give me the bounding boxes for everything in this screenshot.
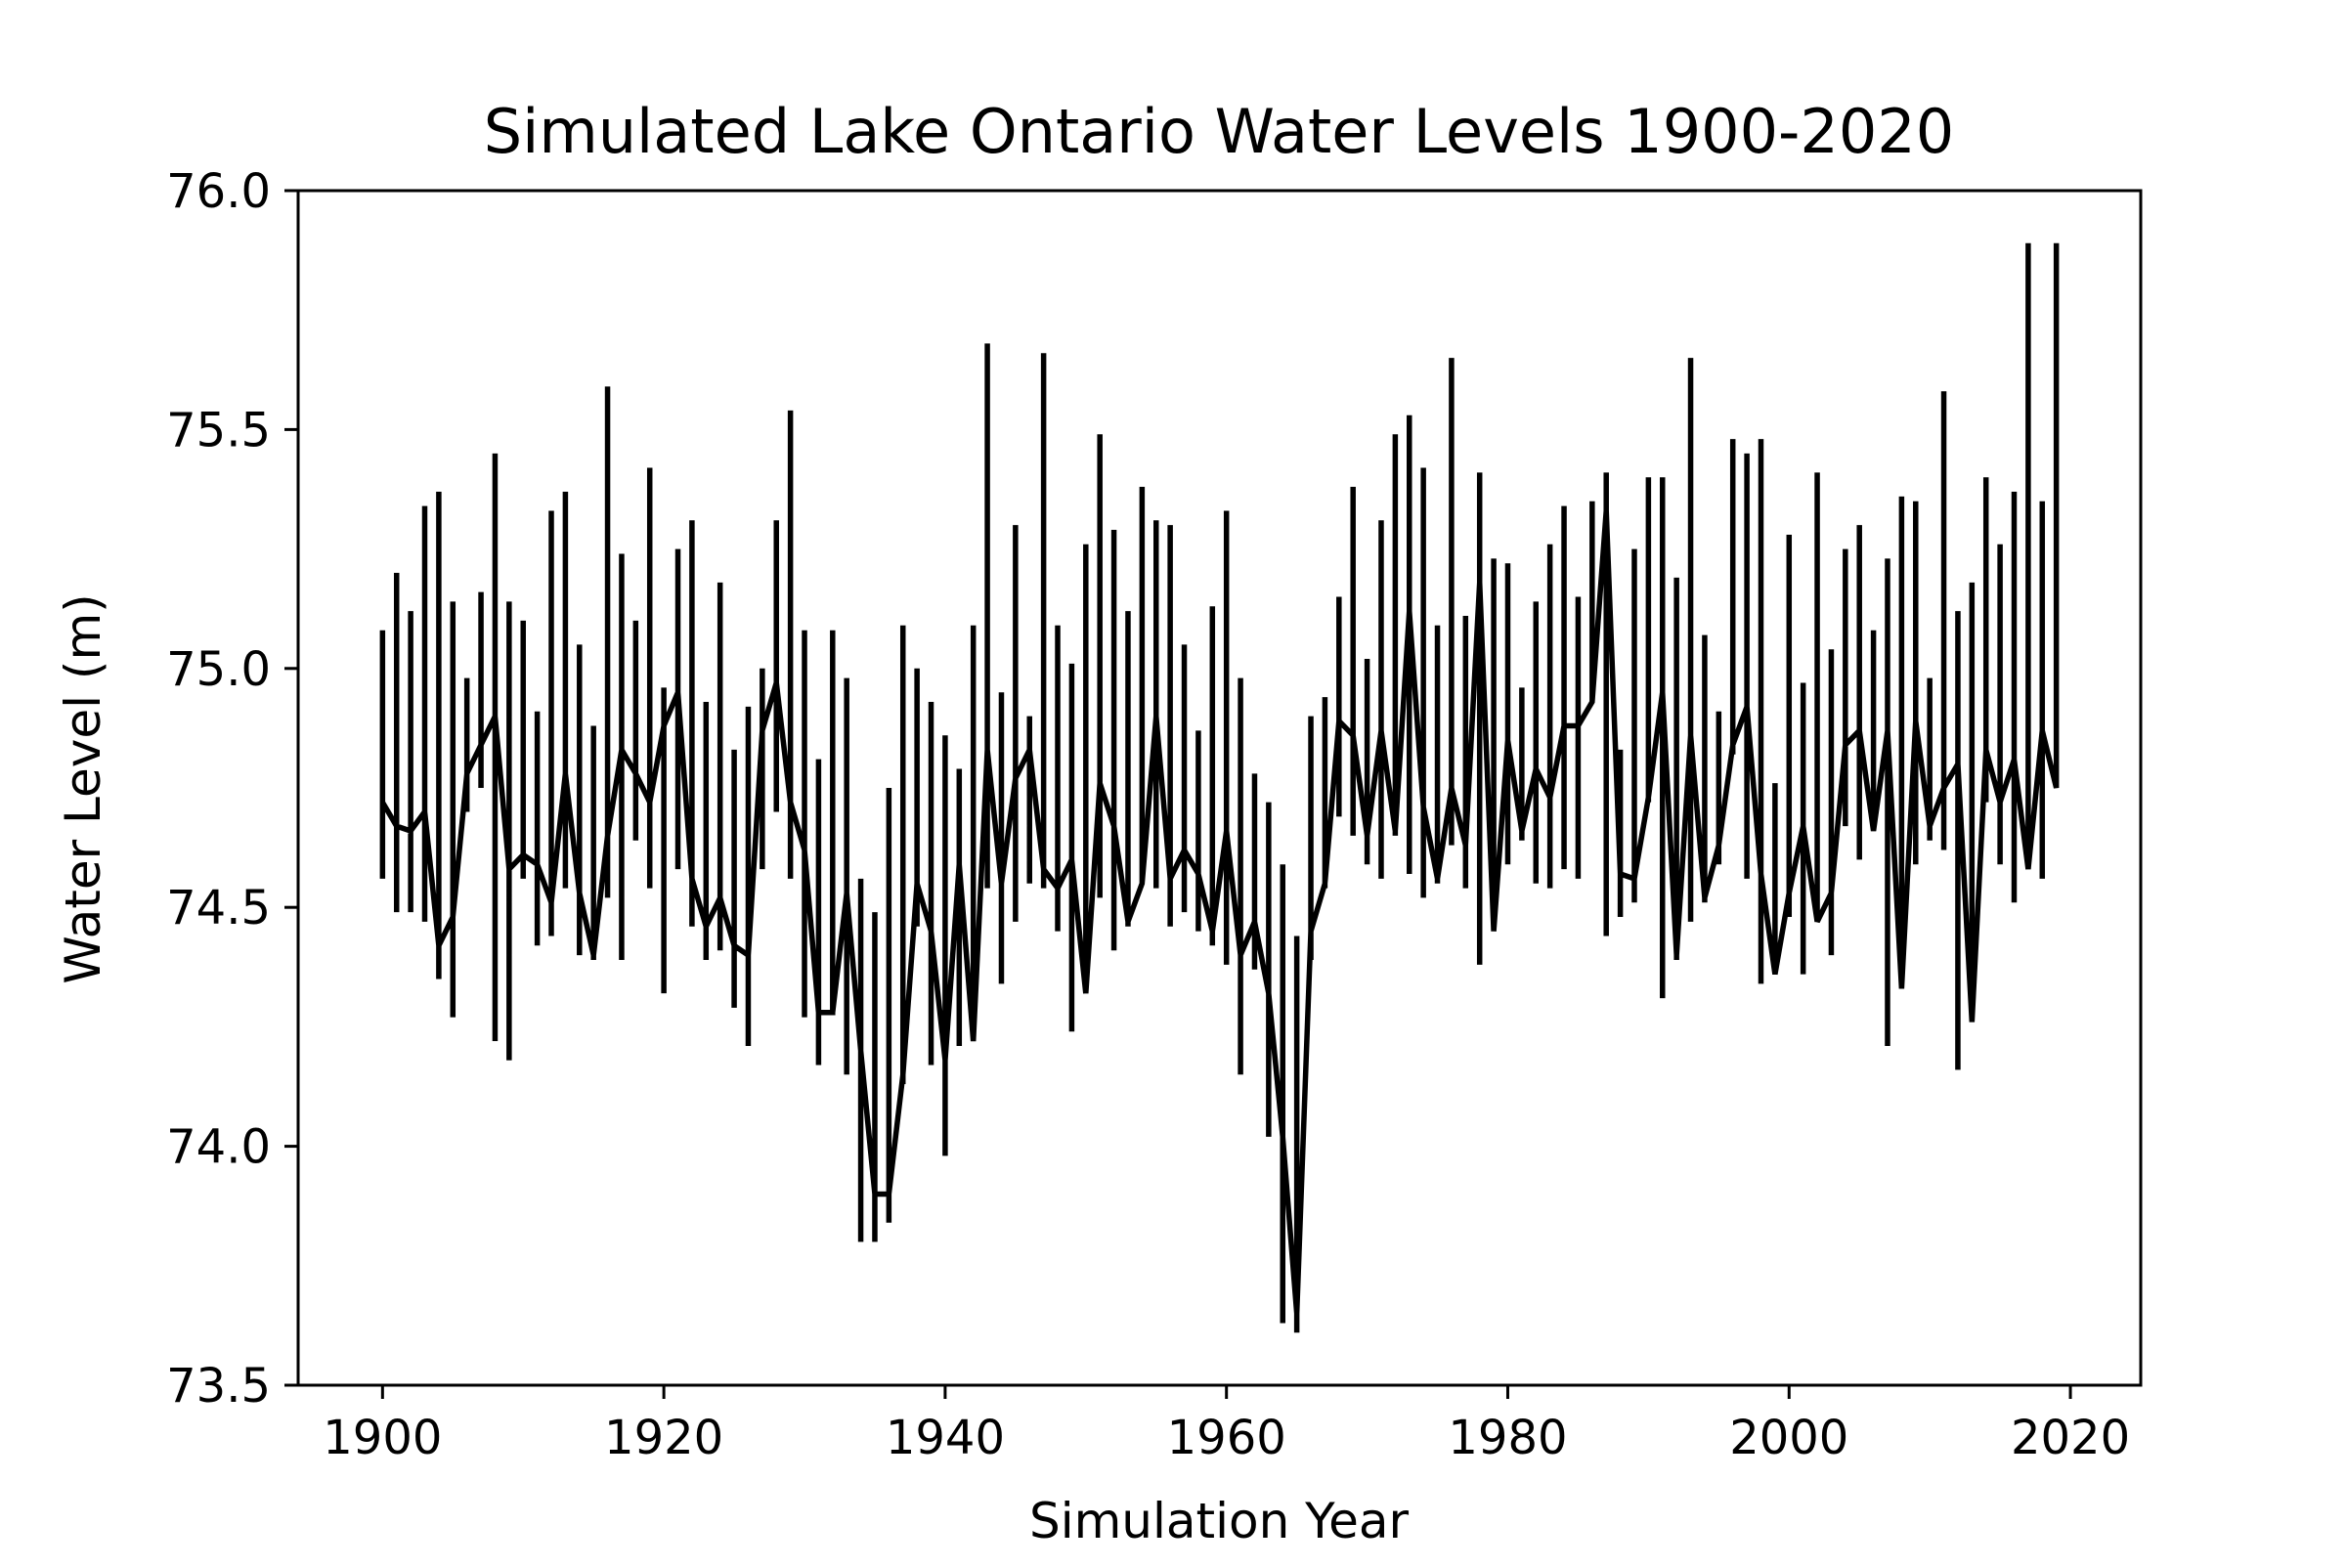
x-tick-label: 1900: [323, 1411, 442, 1465]
y-tick-label: 74.0: [166, 1120, 271, 1175]
x-tick-label: 1940: [886, 1411, 1005, 1465]
plot-region: [296, 189, 2143, 1387]
x-tick-label: 1960: [1167, 1411, 1286, 1465]
x-axis: 1900 1920 1940 1960 1980 2000 2020: [323, 1385, 2130, 1465]
chart-title: Simulated Lake Ontario Water Levels 1900…: [484, 96, 1954, 167]
y-axis: 73.5 74.0 74.5 75.0 75.5 76.0: [166, 164, 298, 1414]
y-tick-label: 73.5: [166, 1359, 271, 1414]
y-tick-label: 75.0: [166, 642, 271, 697]
y-tick-label: 75.5: [166, 403, 271, 457]
y-tick-label: 76.0: [166, 164, 271, 219]
y-tick-label: 74.5: [166, 881, 271, 936]
x-tick-label: 2020: [2011, 1411, 2130, 1465]
y-axis-label: Water Level (m): [55, 593, 111, 983]
series-line: [379, 242, 2060, 1333]
x-tick-label: 1980: [1448, 1411, 1567, 1465]
axes-frame: [296, 189, 2143, 1387]
x-tick-label: 2000: [1729, 1411, 1848, 1465]
x-tick-label: 1920: [604, 1411, 723, 1465]
x-axis-label: Simulation Year: [1029, 1493, 1410, 1549]
